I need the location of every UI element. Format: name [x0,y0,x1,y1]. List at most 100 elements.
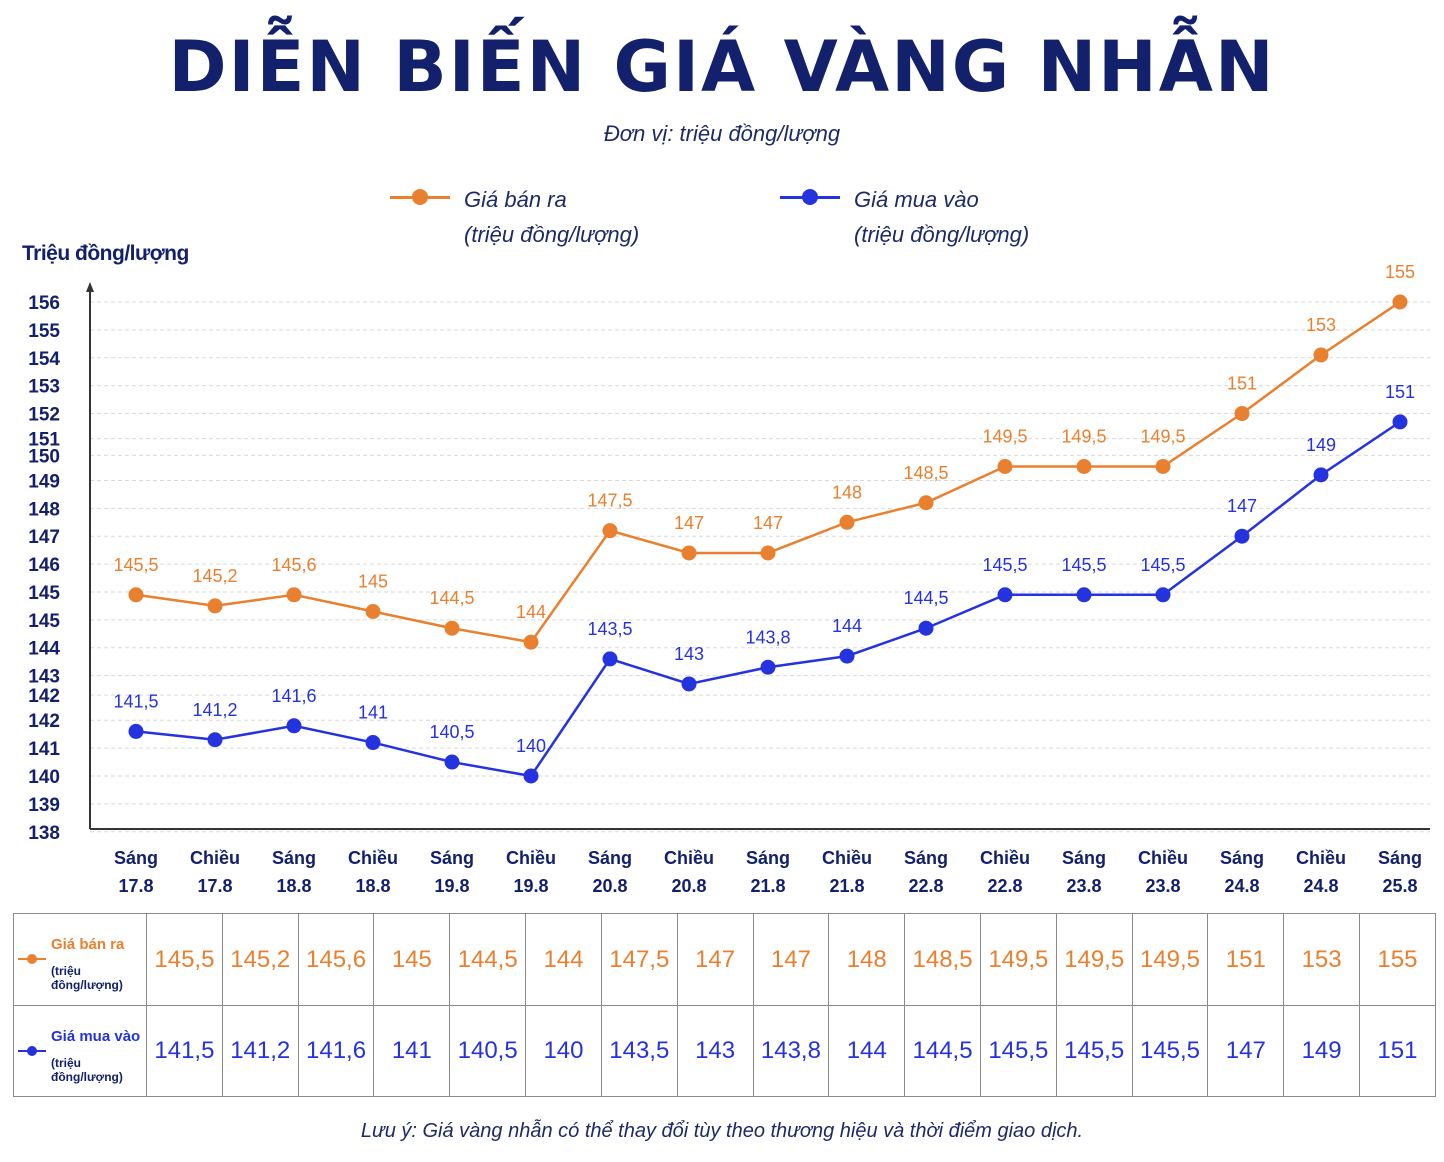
data-point-sell-15 [1313,347,1329,363]
data-point-sell-7 [681,545,697,561]
data-point-sell-2 [286,587,302,603]
data-point-buy-5 [523,768,539,784]
y-tick-label-13: 144 [28,639,60,660]
y-tick-label-7: 149 [28,471,60,492]
data-point-sell-12 [1076,459,1092,475]
table-cell-buy-13: 145,5 [1131,1005,1209,1097]
table-label-sell: Giá bán ra [51,936,125,953]
x-tick-label-1-session: Chiều [190,848,240,868]
x-tick-label-5-date: 19.8 [513,876,548,896]
x-tick-label-2-session: Sáng [272,848,316,868]
price-table: Giá bán ra (triệu đồng/lượng) 145,5 145,2… [13,913,1436,1097]
table-row-sell: Giá bán ra (triệu đồng/lượng) 145,5 145,2… [13,913,1436,1006]
table-cell-buy-9: 144 [828,1005,906,1097]
y-tick-label-12: 145 [28,611,60,632]
data-label-buy-12: 145,5 [1061,555,1106,575]
data-label-sell-4: 144,5 [429,588,474,608]
x-tick-label-10-session: Sáng [904,848,948,868]
x-tick-label-7-session: Chiều [664,848,714,868]
data-point-buy-14 [1234,528,1250,544]
table-cell-buy-7: 143 [676,1005,754,1097]
x-tick-label-11-date: 22.8 [987,876,1022,896]
y-tick-label-10: 146 [28,555,60,576]
table-cell-buy-4: 140,5 [449,1005,527,1097]
x-tick-label-8-date: 21.8 [750,876,785,896]
y-axis-label: Triệu đồng/lượng [22,242,189,265]
table-marker-sell-icon [27,954,37,964]
table-cell-sell-0: 145,5 [146,913,223,1006]
x-tick-label-9-date: 21.8 [829,876,864,896]
x-tick-label-8-session: Sáng [746,848,790,868]
data-label-buy-1: 141,2 [192,700,237,720]
table-unit-sell: (triệu đồng/lượng) [51,964,123,992]
data-label-buy-5: 140 [516,736,546,756]
table-cell-sell-1: 145,2 [221,913,299,1006]
data-point-buy-4 [444,754,460,770]
table-cell-buy-5: 140 [525,1005,602,1097]
data-label-sell-5: 144 [516,602,546,622]
table-cell-buy-2: 141,6 [297,1005,375,1097]
data-point-sell-0 [128,587,144,603]
data-label-buy-7: 143 [674,644,704,664]
y-tick-label-20: 138 [28,823,60,844]
data-label-sell-6: 147,5 [587,491,632,511]
data-point-buy-1 [207,732,223,748]
legend-unit-buy: (triệu đồng/lượng) [854,222,1030,247]
data-label-buy-9: 144 [832,616,862,636]
legend-name-buy: Giá mua vào [854,187,979,212]
x-tick-label-6-session: Sáng [588,848,632,868]
x-tick-label-5-session: Chiều [506,848,556,868]
x-tick-label-11-session: Chiều [980,848,1030,868]
table-cell-buy-11: 145,5 [979,1005,1057,1097]
data-label-sell-12: 149,5 [1061,427,1106,447]
data-label-sell-10: 148,5 [903,463,948,483]
x-tick-label-0-session: Sáng [114,848,158,868]
data-label-buy-13: 145,5 [1140,555,1185,575]
data-point-buy-6 [602,651,618,667]
table-cell-sell-11: 149,5 [979,913,1057,1006]
table-row-header-sell: Giá bán ra (triệu đồng/lượng) [13,913,147,1006]
data-point-sell-3 [365,603,381,619]
table-cell-sell-15: 153 [1283,913,1360,1006]
table-cell-buy-0: 141,5 [146,1005,223,1097]
data-label-buy-10: 144,5 [903,588,948,608]
data-label-buy-11: 145,5 [982,555,1027,575]
table-cell-buy-16: 151 [1359,1005,1436,1097]
table-cell-sell-4: 144,5 [449,913,527,1006]
table-cell-sell-16: 155 [1359,913,1436,1006]
x-tick-label-15-date: 24.8 [1303,876,1338,896]
table-cell-buy-8: 143,8 [752,1005,830,1097]
table-label-buy: Giá mua vào [51,1028,141,1045]
data-point-sell-9 [839,514,855,530]
data-label-sell-13: 149,5 [1140,427,1185,447]
table-cell-buy-12: 145,5 [1055,1005,1133,1097]
x-tick-label-6-date: 20.8 [592,876,627,896]
table-cell-sell-2: 145,6 [297,913,375,1006]
y-tick-label-1: 155 [28,321,60,342]
table-cell-sell-9: 148 [828,913,906,1006]
x-tick-label-13-date: 23.8 [1145,876,1180,896]
x-tick-label-16-date: 25.8 [1382,876,1417,896]
data-point-buy-9 [839,648,855,664]
data-label-buy-4: 140,5 [429,722,474,742]
data-point-sell-5 [523,634,539,650]
y-tick-label-17: 141 [28,739,60,760]
x-tick-label-7-date: 20.8 [671,876,706,896]
chart-title: DIỄN BIẾN GIÁ VÀNG NHẪN [168,26,1276,108]
x-tick-label-12-date: 23.8 [1066,876,1101,896]
x-tick-label-0-date: 17.8 [118,876,153,896]
data-label-sell-1: 145,2 [192,566,237,586]
data-point-buy-2 [286,718,302,734]
y-tick-label-19: 139 [28,795,60,816]
y-tick-label-14: 143 [28,667,60,688]
data-label-buy-16: 151 [1385,382,1415,402]
table-row-header-buy: Giá mua vào (triệu đồng/lượng) [13,1005,147,1097]
table-cell-sell-6: 147,5 [600,913,678,1006]
table-cell-buy-1: 141,2 [221,1005,299,1097]
y-tick-label-5: 151 [28,430,60,451]
data-point-buy-3 [365,735,381,751]
y-tick-label-16: 142 [28,711,60,732]
x-tick-label-12-session: Sáng [1062,848,1106,868]
data-point-buy-11 [997,587,1013,603]
y-tick-label-2: 154 [28,349,60,370]
